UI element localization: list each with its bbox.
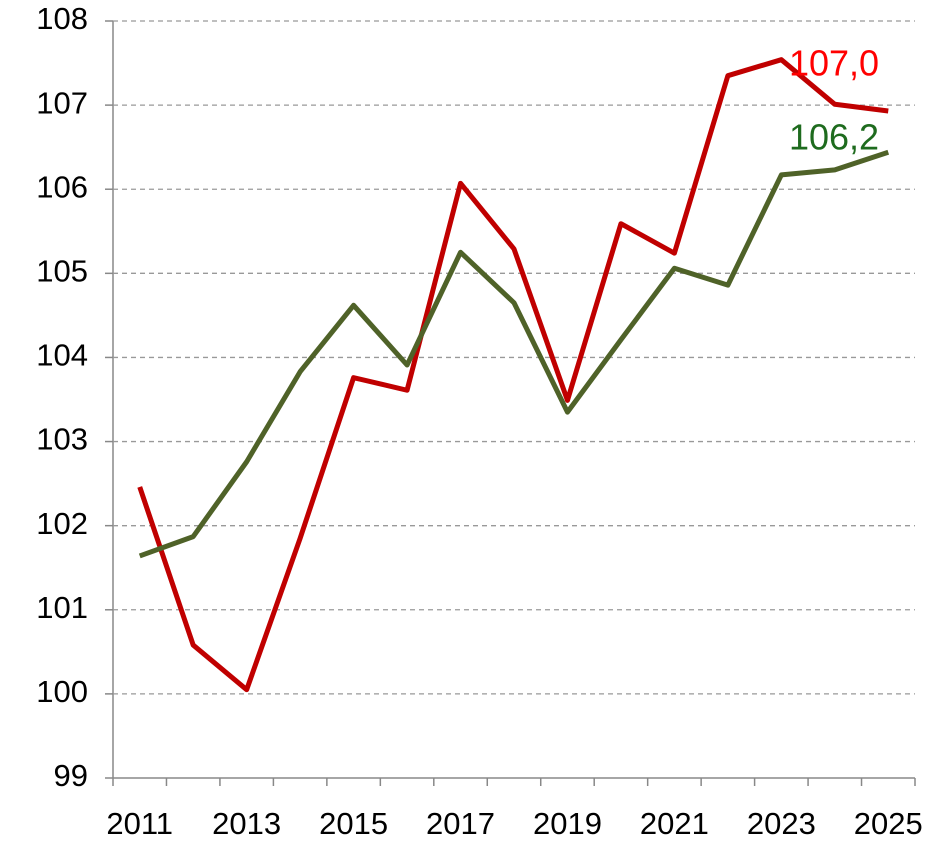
y-tick-label: 107 <box>36 85 88 120</box>
x-tick-label: 2023 <box>747 806 816 841</box>
y-tick-label: 106 <box>36 169 88 204</box>
series-line <box>138 149 890 559</box>
x-tick-label: 2025 <box>854 806 923 841</box>
series-line <box>137 57 889 693</box>
x-tick-label: 2015 <box>319 806 388 841</box>
y-tick-label: 100 <box>36 674 88 709</box>
x-tick-label: 2011 <box>106 806 173 841</box>
x-tick-label: 2021 <box>640 806 709 841</box>
y-tick-label: 104 <box>36 338 88 373</box>
x-tick-label: 2017 <box>426 806 495 841</box>
annotation: 107,0 <box>789 43 879 84</box>
y-tick-label: 102 <box>36 506 88 541</box>
y-tick-label: 108 <box>36 1 88 36</box>
y-tick-label: 105 <box>36 254 88 289</box>
y-tick-label: 103 <box>36 422 88 457</box>
y-tick-label: 101 <box>36 590 88 625</box>
x-tick-label: 2013 <box>212 806 281 841</box>
y-tick-label: 99 <box>54 758 88 793</box>
x-tick-label: 2019 <box>533 806 602 841</box>
annotation: 106,2 <box>789 117 879 158</box>
